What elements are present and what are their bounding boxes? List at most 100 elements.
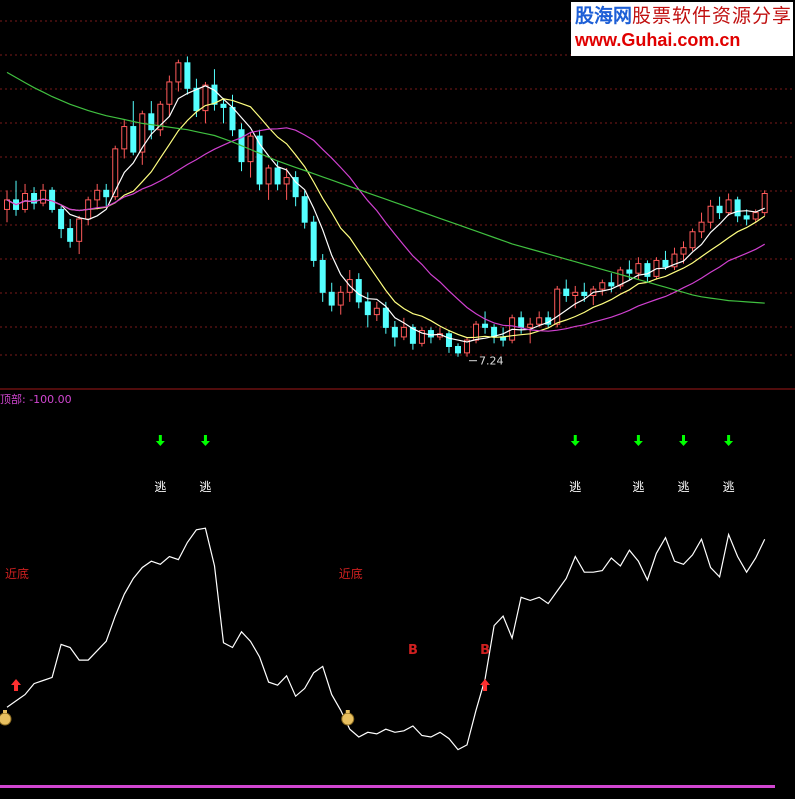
candle-up [265, 167, 272, 185]
buy-arrow-icon [480, 679, 491, 691]
candle-down [49, 189, 56, 210]
candle-down [445, 333, 452, 347]
candle-up [671, 253, 678, 268]
candle-up [202, 84, 209, 112]
candle-up [40, 189, 47, 204]
candle-up [4, 199, 10, 210]
ma-line-10 [6, 98, 766, 339]
candle-down [301, 196, 308, 223]
candle-up [752, 212, 759, 220]
low-price-label: 7.24 [479, 355, 504, 368]
candle-down [256, 135, 263, 185]
candle-down [518, 317, 525, 328]
arrow-shape [679, 435, 688, 446]
candle-down [211, 84, 218, 105]
candle-down [67, 228, 74, 242]
indicator-name: 顶部 [0, 393, 22, 406]
ma-line-5 [6, 85, 765, 343]
money-bag-icon [341, 710, 355, 726]
candle-down [130, 126, 137, 153]
candle-up [157, 103, 164, 131]
bag-body [0, 712, 12, 726]
escape-label: 逃 [632, 480, 644, 494]
candle-up [554, 288, 561, 325]
candle-up [112, 148, 119, 198]
escape-label: 逃 [723, 480, 735, 494]
candle-down [482, 323, 489, 328]
candle-down [274, 167, 281, 185]
money-bag-icon [0, 710, 12, 726]
buy-label: B [480, 643, 490, 658]
candle-up [635, 263, 642, 274]
arrow-shape [480, 679, 491, 691]
candle-up [680, 247, 687, 255]
candle-down [292, 177, 299, 198]
candle-up [536, 317, 543, 325]
price-annotations: 7.24 [469, 355, 504, 368]
escape-arrow-icon [155, 435, 165, 446]
candle-down [743, 215, 750, 220]
candle-down [103, 189, 110, 198]
indicator-value: : -100.00 [22, 393, 72, 406]
candle-up [464, 339, 471, 354]
candle-up [617, 269, 624, 287]
buy-arrow-icon [11, 679, 22, 691]
candle-down [382, 307, 389, 328]
escape-arrow-icon [633, 435, 643, 446]
escape-label: 逃 [199, 480, 211, 494]
escape-arrow-icon [570, 435, 580, 446]
candle-up [707, 205, 714, 223]
escape-label: 逃 [154, 480, 166, 494]
indicator-baseline [0, 785, 775, 788]
candle-up [473, 323, 480, 341]
candle-up [599, 282, 606, 290]
watermark-url: www.Guhai.com.cn [575, 30, 741, 50]
arrow-shape [200, 435, 210, 446]
candle-up [139, 113, 146, 153]
near-bottom-label: 近底 [339, 566, 363, 581]
candle-down [734, 199, 741, 217]
candle-down [563, 288, 570, 296]
candle-down [427, 330, 434, 338]
candle-up [725, 199, 732, 214]
escape-arrow-icon [724, 435, 734, 446]
candle-up [689, 231, 696, 249]
candle-up [175, 62, 182, 83]
moving-average-lines [6, 71, 766, 343]
arrow-shape [11, 679, 22, 691]
ma-line-20 [6, 127, 765, 332]
candle-up [373, 307, 380, 316]
candle-up [76, 218, 83, 242]
candle-down [31, 193, 38, 204]
bag-neck [3, 710, 7, 713]
candle-up [572, 291, 579, 296]
candle-down [229, 106, 236, 131]
candle-down [409, 326, 416, 344]
candle-down [310, 221, 317, 261]
candle-down [355, 279, 362, 303]
candle-down [662, 259, 669, 268]
arrow-shape [570, 435, 580, 446]
escape-arrow-icon [200, 435, 210, 446]
candle-up [166, 81, 173, 105]
candle-down [455, 346, 461, 354]
ma-line-60 [6, 71, 765, 304]
arrow-shape [633, 435, 643, 446]
indicator-title: 顶部: -100.00 [0, 391, 72, 407]
candle-down [391, 326, 398, 338]
candle-down [148, 113, 155, 131]
watermark-slogan: 股票软件资源分享 [632, 5, 793, 27]
price-grid [0, 20, 795, 356]
arrow-shape [155, 435, 165, 446]
indicator-line [6, 527, 766, 751]
candle-down [608, 282, 615, 287]
candle-down [319, 259, 326, 293]
candle-up [94, 189, 101, 201]
bag-body [341, 712, 355, 726]
candle-up [761, 193, 768, 214]
site-watermark: 股海网股票软件资源分享 www.Guhai.com.cn [571, 2, 793, 56]
near-bottom-label: 近底 [5, 566, 29, 581]
candle-down [193, 87, 200, 112]
escape-arrow-icon [679, 435, 688, 446]
